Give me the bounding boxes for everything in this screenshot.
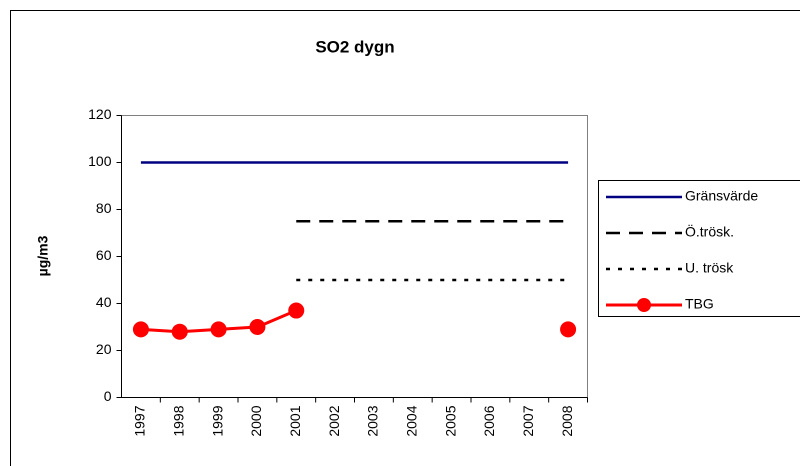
y-tick-label: 20 bbox=[96, 341, 112, 357]
legend-marker bbox=[637, 298, 651, 312]
y-tick-label: 120 bbox=[88, 106, 112, 122]
series-marker bbox=[132, 321, 149, 338]
y-tick-label: 40 bbox=[96, 294, 112, 310]
x-tick-label: 1997 bbox=[132, 405, 148, 436]
legend-box bbox=[598, 180, 800, 317]
y-tick-label: 60 bbox=[96, 247, 112, 263]
x-tick-label: 1999 bbox=[209, 405, 225, 436]
series-marker bbox=[288, 302, 305, 319]
plot-area bbox=[121, 115, 588, 398]
y-tick-label: 100 bbox=[88, 153, 112, 169]
y-tick-label: 80 bbox=[96, 200, 112, 216]
series-marker bbox=[249, 319, 266, 335]
series-marker bbox=[560, 321, 577, 338]
x-tick-label: 2008 bbox=[559, 405, 575, 436]
chart-title: SO2 dygn bbox=[315, 37, 394, 56]
x-tick-label: 2004 bbox=[403, 405, 419, 436]
x-tick-label: 2006 bbox=[481, 405, 497, 436]
legend-label: U. trösk bbox=[685, 260, 734, 276]
y-axis-label: µg/m3 bbox=[35, 235, 51, 276]
series-marker bbox=[171, 323, 188, 340]
x-tick-label: 2007 bbox=[520, 405, 536, 436]
x-tick-label: 2003 bbox=[365, 405, 381, 436]
x-tick-label: 1998 bbox=[170, 405, 186, 436]
legend-label: Gränsvärde bbox=[685, 188, 758, 204]
legend-label: Ö.trösk. bbox=[685, 223, 734, 240]
x-tick-label: 2002 bbox=[326, 405, 342, 436]
y-tick-label: 0 bbox=[104, 388, 112, 404]
x-tick-label: 2000 bbox=[248, 405, 264, 436]
x-tick-label: 2001 bbox=[287, 405, 303, 436]
x-tick-label: 2005 bbox=[442, 405, 458, 436]
legend-label: TBG bbox=[685, 296, 714, 312]
series-marker bbox=[210, 321, 227, 338]
